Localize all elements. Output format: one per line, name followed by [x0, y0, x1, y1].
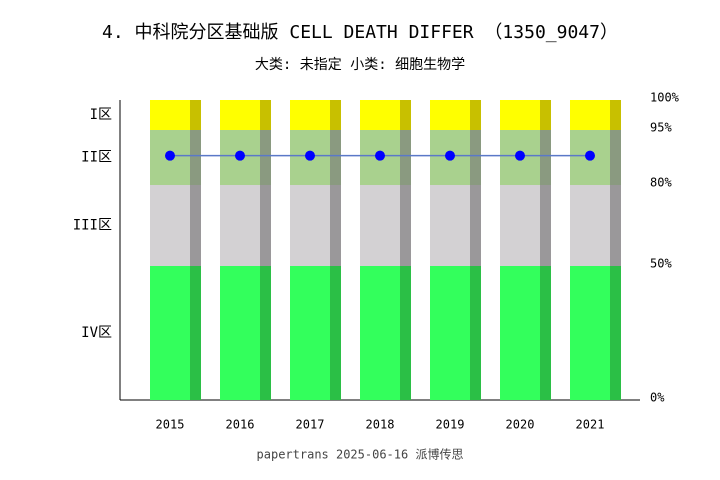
x-tick-label: 2017 — [296, 418, 325, 432]
bar-side — [610, 185, 621, 266]
x-tick-label: 2016 — [226, 418, 255, 432]
x-tick-label: 2015 — [156, 418, 185, 432]
bar-segment — [290, 266, 330, 400]
bar-segment — [150, 100, 190, 130]
zone-label: III区 — [73, 218, 112, 234]
bar-segment — [360, 100, 400, 130]
bar-segment — [290, 100, 330, 130]
bar-segment — [150, 266, 190, 400]
bar-side — [260, 266, 271, 400]
rank-point — [515, 150, 525, 161]
bar-side — [330, 100, 341, 130]
bar-segment — [500, 266, 540, 400]
bar-side — [400, 130, 411, 185]
bar-side — [330, 185, 341, 266]
zone-label: I区 — [90, 107, 112, 123]
bar-side — [260, 130, 271, 185]
y-tick-label: 100% — [650, 91, 680, 105]
bar-segment — [430, 266, 470, 400]
rank-point — [375, 150, 385, 161]
bar-side — [190, 130, 201, 185]
bar-side — [190, 266, 201, 400]
y-tick-label: 95% — [650, 121, 672, 135]
bar-segment — [430, 100, 470, 130]
bar-segment — [500, 100, 540, 130]
bar-side — [610, 100, 621, 130]
bar-segment — [360, 185, 400, 266]
bar-side — [610, 266, 621, 400]
bar-side — [540, 266, 551, 400]
bar-side — [260, 185, 271, 266]
y-tick-label: 0% — [650, 391, 665, 405]
bar-side — [610, 130, 621, 185]
footer: papertrans 2025-06-16 派博传思 — [257, 447, 464, 462]
rank-point — [585, 150, 595, 161]
x-tick-label: 2021 — [576, 418, 605, 432]
bar-side — [400, 266, 411, 400]
zone-label: IV区 — [81, 325, 112, 341]
bar-segment — [220, 100, 260, 130]
bar-side — [330, 130, 341, 185]
bar-side — [470, 266, 481, 400]
rank-point — [445, 150, 455, 161]
x-tick-label: 2019 — [436, 418, 465, 432]
y-tick-label: 80% — [650, 176, 672, 190]
bar-segment — [220, 266, 260, 400]
chart-subtitle: 大类: 未指定 小类: 细胞生物学 — [255, 57, 465, 73]
zone-label: II区 — [81, 150, 112, 166]
bar-segment — [500, 185, 540, 266]
rank-point — [235, 150, 245, 161]
bar-segment — [570, 185, 610, 266]
bar-segment — [290, 185, 330, 266]
bar-segment — [360, 266, 400, 400]
bar-side — [540, 100, 551, 130]
x-tick-label: 2020 — [506, 418, 535, 432]
bar-side — [470, 100, 481, 130]
bar-segment — [570, 100, 610, 130]
bar-side — [540, 185, 551, 266]
bar-side — [470, 185, 481, 266]
rank-point — [305, 150, 315, 161]
bar-side — [190, 185, 201, 266]
bar-side — [470, 130, 481, 185]
bar-side — [260, 100, 271, 130]
bar-segment — [430, 185, 470, 266]
chart-title: 4. 中科院分区基础版 CELL DEATH DIFFER （1350_9047… — [102, 22, 618, 43]
bar-side — [190, 100, 201, 130]
bar-segment — [220, 185, 260, 266]
y-tick-label: 50% — [650, 257, 672, 271]
x-tick-label: 2018 — [366, 418, 395, 432]
bar-side — [400, 100, 411, 130]
bar-segment — [570, 266, 610, 400]
bar-side — [540, 130, 551, 185]
bar-side — [330, 266, 341, 400]
bar-side — [400, 185, 411, 266]
bar-segment — [150, 185, 190, 266]
rank-point — [165, 150, 175, 161]
